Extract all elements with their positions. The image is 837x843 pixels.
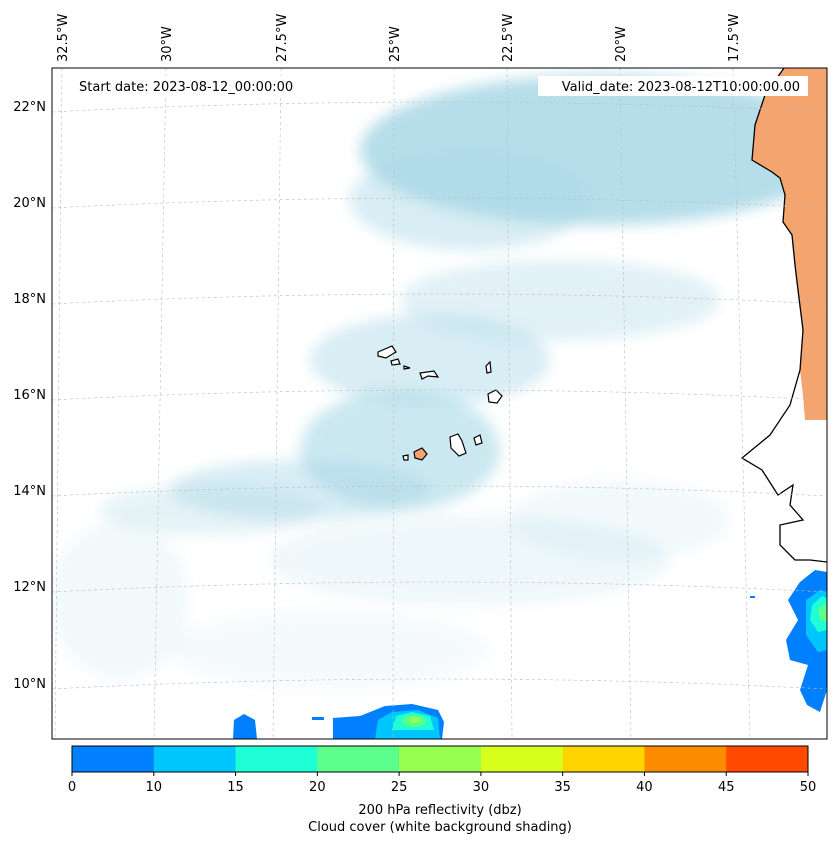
colorbar-segment: [153, 746, 237, 772]
island-brava: [402, 454, 409, 461]
colorbar-segment: [644, 746, 727, 772]
africa-coastline: [740, 68, 827, 563]
gridlines: [52, 68, 827, 739]
island-boa-vista: [487, 389, 503, 404]
longitude-label: 25°W: [388, 26, 403, 62]
longitude-label: 17.5°W: [727, 14, 742, 62]
colorbar-segment: [399, 746, 482, 772]
colorbar-tick-label: 15: [227, 780, 244, 795]
colorbar-tick-label: 20: [309, 780, 326, 795]
africa-land: [752, 68, 827, 420]
reflectivity-cells: [233, 570, 827, 739]
latitude-label: 16°N: [13, 388, 46, 403]
colorbar-segment: [480, 746, 564, 772]
island-santo-antao: [377, 345, 397, 359]
start-date-label: Start date: 2023-08-12_00:00:00: [79, 80, 293, 95]
island-sal: [485, 360, 492, 374]
latitude-label: 12°N: [13, 580, 46, 595]
colorbar-tick-label: 30: [473, 780, 490, 795]
latitude-label: 14°N: [13, 484, 46, 499]
colorbar-tick-label: 0: [68, 780, 76, 795]
colorbar-tick-label: 40: [636, 780, 653, 795]
latitude-label: 22°N: [13, 100, 46, 115]
latitude-label: 18°N: [13, 292, 46, 307]
island-santiago: [449, 433, 467, 457]
colorbar-segment: [235, 746, 318, 772]
island-fogo: [413, 447, 428, 461]
island-sao-vicente: [390, 358, 401, 366]
colorbar-sublabel: Cloud cover (white background shading): [308, 820, 572, 835]
colorbar-tick-label: 10: [146, 780, 163, 795]
colorbar-label: 200 hPa reflectivity (dbz): [358, 803, 521, 818]
cape-verde-islands: [377, 345, 503, 461]
longitude-labels: 32.5°W 30°W 27.5°W 25°W 22.5°W 20°W 17.5°W: [56, 14, 742, 62]
start-date-box: [76, 76, 314, 96]
map-frame: [51, 67, 828, 740]
latitude-label: 10°N: [13, 677, 46, 692]
cloud-cover-shading: [52, 75, 827, 690]
longitude-label: 27.5°W: [275, 14, 290, 62]
colorbar-segment: [72, 746, 155, 772]
storm-cell-southwest: [233, 714, 257, 739]
island-santa-luzia: [403, 365, 411, 370]
latitude-labels: 22°N 20°N 18°N 16°N 14°N 12°N 10°N: [13, 100, 46, 692]
colorbar-frame: [71, 745, 809, 773]
colorbar-segment: [317, 746, 400, 772]
longitude-label: 22.5°W: [501, 14, 516, 62]
longitude-label: 30°W: [160, 26, 175, 62]
valid-date-label: Valid_date: 2023-08-12T10:00:00.00: [562, 80, 800, 95]
colorbar-tick-label: 25: [391, 780, 408, 795]
colorbar-tick-label: 35: [554, 780, 571, 795]
longitude-label: 32.5°W: [56, 14, 71, 62]
colorbar: 0 10 15 20 25 30 35 40 45 50: [68, 745, 817, 795]
colorbar-segment: [562, 746, 645, 772]
map-area: Start date: 2023-08-12_00:00:00 Valid_da…: [52, 68, 827, 739]
colorbar-tick-label: 45: [718, 780, 735, 795]
latitude-label: 20°N: [13, 196, 46, 211]
colorbar-segment: [726, 746, 809, 772]
colorbar-tick-label: 50: [800, 780, 817, 795]
valid-date-box: [538, 76, 808, 96]
island-sao-nicolau: [419, 370, 440, 380]
island-maio: [473, 434, 483, 446]
longitude-label: 20°W: [614, 26, 629, 62]
